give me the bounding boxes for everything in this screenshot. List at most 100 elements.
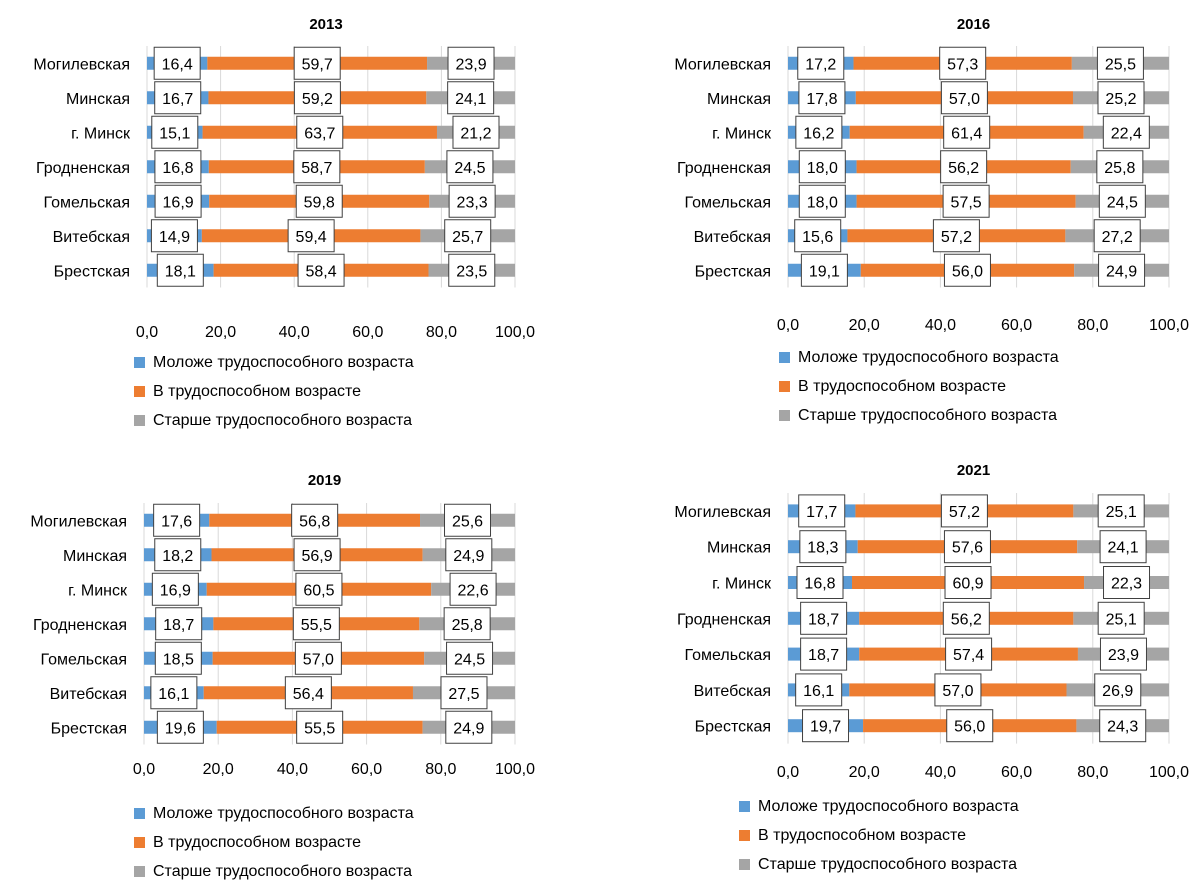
data-label-box [796, 566, 844, 599]
category-label: Гродненская [33, 617, 127, 634]
legend-label: В трудоспособном возрасте [153, 383, 361, 400]
data-label-box [800, 637, 848, 671]
data-label: 16,2 [803, 125, 834, 142]
data-label-box [292, 607, 340, 641]
data-label-box [939, 46, 987, 80]
data-label: 22,3 [1111, 576, 1142, 593]
category-label: Витебская [53, 229, 130, 246]
data-label: 57,2 [949, 504, 980, 521]
data-label-box [1096, 46, 1144, 80]
legend-label: Старше трудоспособного возраста [153, 412, 412, 429]
data-label: 25,7 [452, 229, 483, 246]
data-label: 16,7 [162, 91, 193, 108]
data-label-box [1099, 637, 1147, 671]
data-label: 24,3 [1107, 719, 1138, 736]
data-label: 23,3 [457, 194, 488, 211]
data-label: 57,2 [941, 229, 972, 246]
data-label-box [154, 81, 202, 115]
data-label-box [1098, 184, 1146, 218]
legend-swatch [134, 357, 145, 368]
data-label: 16,1 [158, 686, 189, 703]
category-label: г. Минск [712, 576, 772, 593]
data-label-box [293, 538, 341, 572]
data-label-box [151, 572, 199, 606]
data-label: 25,1 [1106, 611, 1137, 628]
data-label: 24,9 [453, 548, 484, 565]
legend-swatch [134, 837, 145, 848]
data-label: 56,0 [954, 719, 985, 736]
data-label: 22,4 [1111, 125, 1142, 142]
x-tick-label: 60,0 [1001, 317, 1032, 334]
data-label-box [440, 676, 488, 710]
data-label: 18,0 [807, 194, 838, 211]
data-label: 57,4 [953, 647, 984, 664]
data-label: 24,1 [1108, 540, 1139, 557]
category-label: Могилевская [33, 56, 130, 73]
legend-swatch [739, 859, 750, 870]
data-label-box [1097, 494, 1145, 528]
x-tick-label: 0,0 [777, 317, 799, 334]
data-label-box [446, 150, 494, 184]
x-tick-label: 100,0 [495, 761, 535, 778]
data-label: 57,5 [951, 194, 982, 211]
chart-2021: 2021 0,0 20,0 40,0 60,0 80,0 100,0 Могилевская 1… [674, 462, 1189, 873]
category-label: Минская [66, 91, 130, 108]
data-label: 26,9 [1102, 683, 1133, 700]
data-label: 59,2 [302, 91, 333, 108]
x-tick-label: 40,0 [925, 764, 956, 781]
x-tick-label: 100,0 [495, 324, 535, 341]
data-label: 56,2 [948, 160, 979, 177]
x-tick-label: 60,0 [351, 761, 382, 778]
data-label-box [153, 46, 201, 80]
data-label: 56,2 [951, 611, 982, 628]
data-label-box [1102, 115, 1150, 149]
category-label: Гродненская [677, 160, 771, 177]
data-label-box [150, 676, 198, 710]
data-label: 27,5 [448, 686, 479, 703]
data-label-box [445, 710, 493, 744]
data-label-box [447, 81, 495, 115]
data-label: 16,4 [162, 56, 193, 73]
legend-label: Моложе трудоспособного возраста [798, 349, 1059, 366]
data-label: 14,9 [159, 229, 190, 246]
data-label: 18,3 [807, 540, 838, 557]
data-label: 57,0 [303, 651, 334, 668]
category-label: Могилевская [674, 56, 771, 73]
data-label-box [795, 115, 843, 149]
x-tick-label: 0,0 [777, 764, 799, 781]
data-label: 17,6 [161, 513, 192, 530]
data-label: 24,5 [454, 651, 485, 668]
legend-label: Старше трудоспособного возраста [798, 407, 1057, 424]
data-label-box [294, 641, 342, 675]
data-label-box [943, 530, 991, 564]
x-tick-label: 60,0 [1001, 764, 1032, 781]
data-label-box [284, 676, 332, 710]
data-label-box [945, 637, 993, 671]
data-label: 56,4 [293, 686, 324, 703]
data-label-box [293, 150, 341, 184]
data-label-box [798, 150, 846, 184]
data-label: 19,6 [165, 720, 196, 737]
data-label-box [447, 46, 495, 80]
data-label: 25,2 [1105, 91, 1136, 108]
data-label: 60,5 [303, 582, 334, 599]
x-tick-label: 40,0 [277, 761, 308, 778]
data-label: 57,6 [952, 540, 983, 557]
x-tick-label: 60,0 [352, 324, 383, 341]
chart-title: 2013 [309, 16, 342, 33]
category-label: Гомельская [685, 194, 771, 211]
legend-swatch [779, 352, 790, 363]
x-tick-label: 40,0 [279, 324, 310, 341]
category-label: Брестская [695, 263, 771, 280]
x-tick-label: 80,0 [1077, 764, 1108, 781]
data-label: 55,5 [304, 720, 335, 737]
data-label: 16,9 [160, 582, 191, 599]
data-label-box [287, 219, 335, 253]
data-label: 55,5 [301, 617, 332, 634]
data-label-box [1094, 673, 1142, 707]
category-label: Гродненская [36, 160, 130, 177]
x-tick-label: 20,0 [205, 324, 236, 341]
data-label: 18,2 [162, 548, 193, 565]
data-label: 17,8 [806, 91, 837, 108]
